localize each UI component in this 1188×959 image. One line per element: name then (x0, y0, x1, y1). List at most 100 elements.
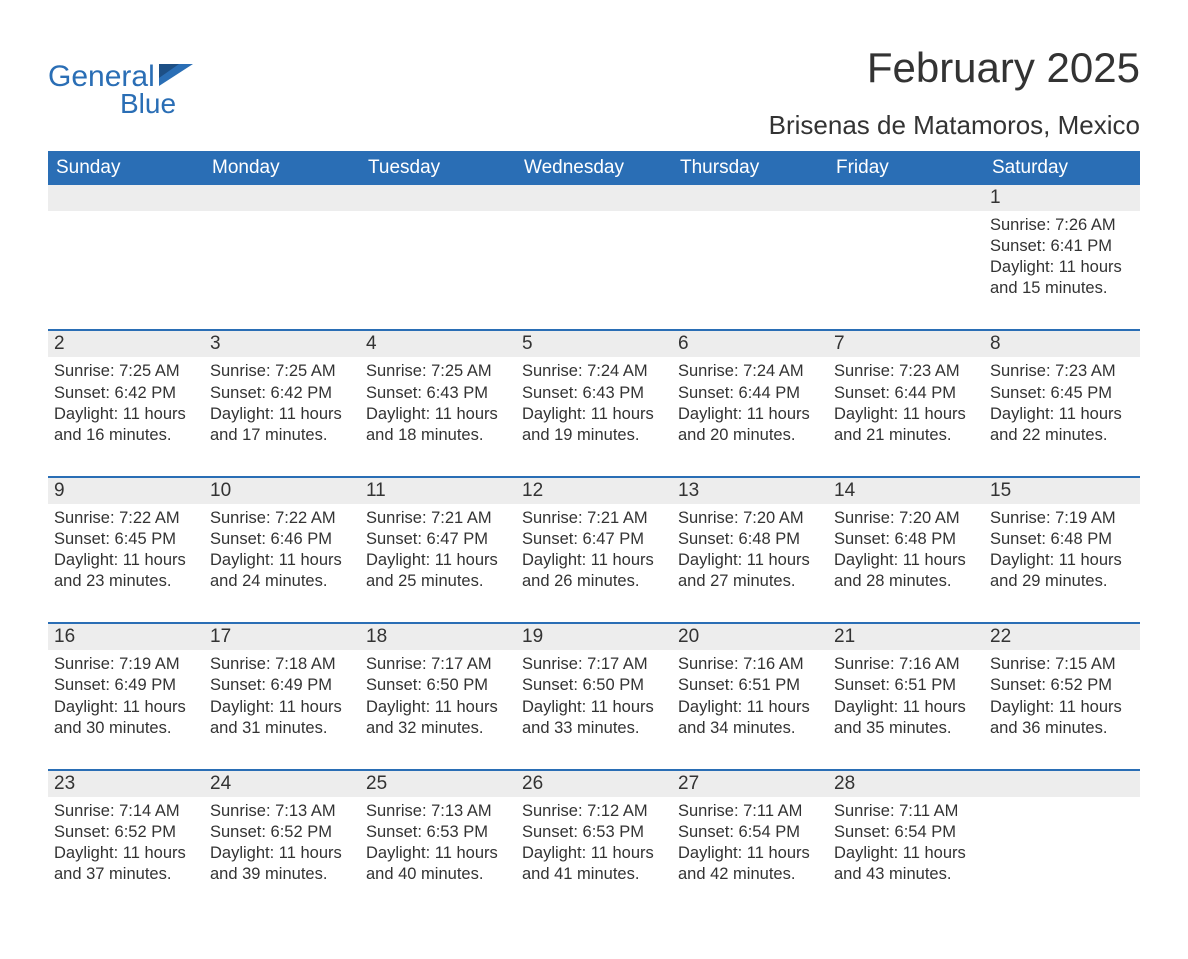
daylight-line-2: and 27 minutes. (678, 571, 822, 592)
weekday-header: Wednesday (516, 151, 672, 185)
day-number: 5 (516, 331, 672, 357)
daylight-line-1: Daylight: 11 hours (522, 697, 666, 718)
daylight-line-1: Daylight: 11 hours (834, 550, 978, 571)
daylight-line-2: and 31 minutes. (210, 718, 354, 739)
day-details: Sunrise: 7:13 AMSunset: 6:53 PMDaylight:… (360, 797, 516, 885)
sunset-line: Sunset: 6:51 PM (678, 675, 822, 696)
daylight-line-2: and 40 minutes. (366, 864, 510, 885)
sunset-line: Sunset: 6:47 PM (522, 529, 666, 550)
sunset-line: Sunset: 6:48 PM (834, 529, 978, 550)
weekday-header: Thursday (672, 151, 828, 185)
calendar-day: 21Sunrise: 7:16 AMSunset: 6:51 PMDayligh… (828, 624, 984, 768)
sunrise-line: Sunrise: 7:23 AM (990, 361, 1134, 382)
day-details: Sunrise: 7:23 AMSunset: 6:45 PMDaylight:… (984, 357, 1140, 445)
calendar-grid: SundayMondayTuesdayWednesdayThursdayFrid… (48, 151, 1140, 915)
calendar-day: 2Sunrise: 7:25 AMSunset: 6:42 PMDaylight… (48, 331, 204, 475)
day-number: 19 (516, 624, 672, 650)
sunset-line: Sunset: 6:53 PM (522, 822, 666, 843)
calendar-day: 20Sunrise: 7:16 AMSunset: 6:51 PMDayligh… (672, 624, 828, 768)
day-number: 7 (828, 331, 984, 357)
calendar-day: 10Sunrise: 7:22 AMSunset: 6:46 PMDayligh… (204, 478, 360, 622)
calendar-day-empty (360, 185, 516, 329)
weekday-header: Tuesday (360, 151, 516, 185)
daylight-line-1: Daylight: 11 hours (522, 843, 666, 864)
day-number (360, 185, 516, 211)
daylight-line-1: Daylight: 11 hours (990, 257, 1134, 278)
daylight-line-1: Daylight: 11 hours (210, 697, 354, 718)
daylight-line-2: and 39 minutes. (210, 864, 354, 885)
daylight-line-2: and 37 minutes. (54, 864, 198, 885)
daylight-line-1: Daylight: 11 hours (678, 697, 822, 718)
brand-word-2: Blue (120, 88, 193, 120)
sunrise-line: Sunrise: 7:24 AM (678, 361, 822, 382)
day-number: 27 (672, 771, 828, 797)
day-number (672, 185, 828, 211)
day-details: Sunrise: 7:25 AMSunset: 6:42 PMDaylight:… (48, 357, 204, 445)
sunset-line: Sunset: 6:48 PM (990, 529, 1134, 550)
day-number: 12 (516, 478, 672, 504)
daylight-line-2: and 41 minutes. (522, 864, 666, 885)
day-details: Sunrise: 7:26 AMSunset: 6:41 PMDaylight:… (984, 211, 1140, 299)
sunrise-line: Sunrise: 7:16 AM (834, 654, 978, 675)
sunset-line: Sunset: 6:44 PM (834, 383, 978, 404)
daylight-line-2: and 22 minutes. (990, 425, 1134, 446)
calendar-day: 9Sunrise: 7:22 AMSunset: 6:45 PMDaylight… (48, 478, 204, 622)
daylight-line-2: and 17 minutes. (210, 425, 354, 446)
daylight-line-1: Daylight: 11 hours (522, 550, 666, 571)
sunrise-line: Sunrise: 7:25 AM (210, 361, 354, 382)
day-number: 14 (828, 478, 984, 504)
calendar-day: 16Sunrise: 7:19 AMSunset: 6:49 PMDayligh… (48, 624, 204, 768)
calendar-day: 22Sunrise: 7:15 AMSunset: 6:52 PMDayligh… (984, 624, 1140, 768)
day-details: Sunrise: 7:25 AMSunset: 6:43 PMDaylight:… (360, 357, 516, 445)
sunrise-line: Sunrise: 7:25 AM (366, 361, 510, 382)
day-number: 26 (516, 771, 672, 797)
sunrise-line: Sunrise: 7:25 AM (54, 361, 198, 382)
day-number: 3 (204, 331, 360, 357)
daylight-line-1: Daylight: 11 hours (990, 697, 1134, 718)
calendar-day-empty (672, 185, 828, 329)
day-number: 23 (48, 771, 204, 797)
day-number: 20 (672, 624, 828, 650)
sunset-line: Sunset: 6:54 PM (834, 822, 978, 843)
weekday-header: Friday (828, 151, 984, 185)
day-details: Sunrise: 7:11 AMSunset: 6:54 PMDaylight:… (828, 797, 984, 885)
calendar-day: 7Sunrise: 7:23 AMSunset: 6:44 PMDaylight… (828, 331, 984, 475)
calendar-day: 14Sunrise: 7:20 AMSunset: 6:48 PMDayligh… (828, 478, 984, 622)
calendar-day-empty (984, 771, 1140, 915)
daylight-line-2: and 28 minutes. (834, 571, 978, 592)
sunset-line: Sunset: 6:52 PM (54, 822, 198, 843)
day-number: 11 (360, 478, 516, 504)
calendar-day: 17Sunrise: 7:18 AMSunset: 6:49 PMDayligh… (204, 624, 360, 768)
daylight-line-2: and 20 minutes. (678, 425, 822, 446)
daylight-line-2: and 43 minutes. (834, 864, 978, 885)
day-number: 4 (360, 331, 516, 357)
location-subtitle: Brisenas de Matamoros, Mexico (769, 110, 1140, 141)
daylight-line-1: Daylight: 11 hours (366, 843, 510, 864)
sunrise-line: Sunrise: 7:26 AM (990, 215, 1134, 236)
sunrise-line: Sunrise: 7:19 AM (54, 654, 198, 675)
day-number: 8 (984, 331, 1140, 357)
day-details: Sunrise: 7:11 AMSunset: 6:54 PMDaylight:… (672, 797, 828, 885)
day-number (48, 185, 204, 211)
sunset-line: Sunset: 6:51 PM (834, 675, 978, 696)
daylight-line-1: Daylight: 11 hours (210, 550, 354, 571)
calendar-day: 12Sunrise: 7:21 AMSunset: 6:47 PMDayligh… (516, 478, 672, 622)
sunrise-line: Sunrise: 7:23 AM (834, 361, 978, 382)
sunrise-line: Sunrise: 7:19 AM (990, 508, 1134, 529)
daylight-line-1: Daylight: 11 hours (54, 550, 198, 571)
day-number: 13 (672, 478, 828, 504)
daylight-line-2: and 16 minutes. (54, 425, 198, 446)
day-details: Sunrise: 7:23 AMSunset: 6:44 PMDaylight:… (828, 357, 984, 445)
weekday-header: Sunday (48, 151, 204, 185)
calendar-day: 13Sunrise: 7:20 AMSunset: 6:48 PMDayligh… (672, 478, 828, 622)
daylight-line-2: and 25 minutes. (366, 571, 510, 592)
sunrise-line: Sunrise: 7:13 AM (210, 801, 354, 822)
calendar-day: 19Sunrise: 7:17 AMSunset: 6:50 PMDayligh… (516, 624, 672, 768)
sunset-line: Sunset: 6:42 PM (210, 383, 354, 404)
day-number (984, 771, 1140, 797)
calendar-day: 1Sunrise: 7:26 AMSunset: 6:41 PMDaylight… (984, 185, 1140, 329)
sunset-line: Sunset: 6:48 PM (678, 529, 822, 550)
sunset-line: Sunset: 6:47 PM (366, 529, 510, 550)
daylight-line-1: Daylight: 11 hours (366, 697, 510, 718)
calendar-day: 24Sunrise: 7:13 AMSunset: 6:52 PMDayligh… (204, 771, 360, 915)
